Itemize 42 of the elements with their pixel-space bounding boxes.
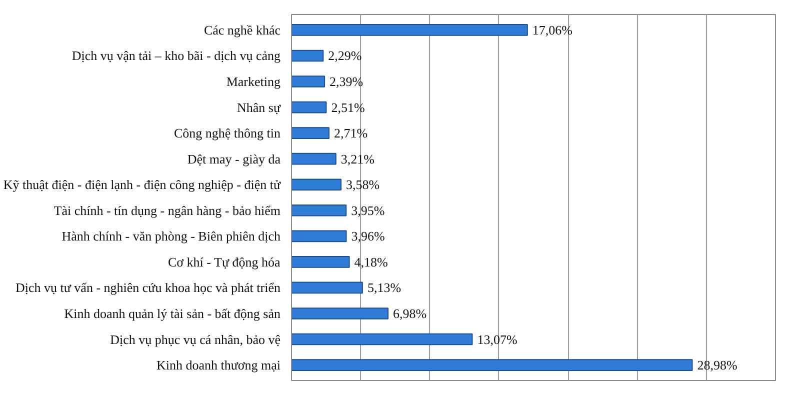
- y-tick-label: Nhân sự: [236, 100, 282, 115]
- y-tick-label: Kỹ thuật điện - điện lạnh - điện công nghiệp - điện tử: [3, 177, 282, 192]
- data-label: 2,51%: [331, 100, 365, 115]
- y-tick-label: Dịch vụ vận tải – kho bãi - dịch vụ cảng: [72, 48, 281, 64]
- y-tick-label: Dệt may - giày da: [187, 151, 281, 166]
- y-tick-label: Công nghệ thông tin: [174, 126, 281, 141]
- bar: [292, 178, 342, 191]
- bar: [292, 230, 347, 242]
- y-tick-label: Marketing: [226, 74, 281, 90]
- data-label: 3,58%: [346, 177, 380, 192]
- y-tick-label: Dịch vụ phục vụ cá nhân, bảo vệ: [110, 332, 281, 347]
- data-label: 3,96%: [351, 228, 386, 244]
- bar: [292, 308, 389, 320]
- data-label: 28,98%: [697, 358, 738, 373]
- data-label: 3,95%: [351, 202, 385, 218]
- y-tick-label: Kinh doanh thương mại: [156, 358, 281, 373]
- data-label: 2,29%: [328, 48, 362, 64]
- bar: [292, 152, 336, 165]
- data-label: 6,98%: [393, 306, 427, 321]
- bar: [292, 76, 326, 88]
- data-label: 2,39%: [330, 74, 364, 90]
- data-label: 4,18%: [354, 254, 388, 270]
- bar: [292, 333, 473, 346]
- y-tick-label: Kinh doanh quản lý tài sản - bất động sản: [64, 306, 281, 321]
- bar: [292, 359, 693, 371]
- data-label: 13,07%: [477, 332, 518, 347]
- bar: [292, 50, 324, 62]
- y-tick-label: Hành chính - văn phòng - Biên phiên dịch: [62, 228, 281, 244]
- data-label: 3,21%: [340, 151, 375, 166]
- data-label: 17,06%: [532, 22, 573, 38]
- bar: [292, 204, 347, 216]
- data-label: 2,71%: [334, 126, 368, 141]
- bar: [292, 282, 363, 294]
- bar: [292, 101, 327, 114]
- y-tick-label: Tài chính - tín dụng - ngân hàng - bảo hiểm: [54, 202, 281, 218]
- y-tick-label: Dịch vụ tư vấn - nghiên cứu khoa học và phát triển: [16, 280, 281, 296]
- bar: [292, 256, 350, 268]
- bar: [292, 24, 528, 36]
- data-label: 5,13%: [367, 280, 402, 296]
- y-tick-label: Các nghề khác: [204, 22, 281, 38]
- bar: [292, 127, 330, 139]
- y-tick-label: Cơ khí - Tự động hóa: [168, 254, 280, 270]
